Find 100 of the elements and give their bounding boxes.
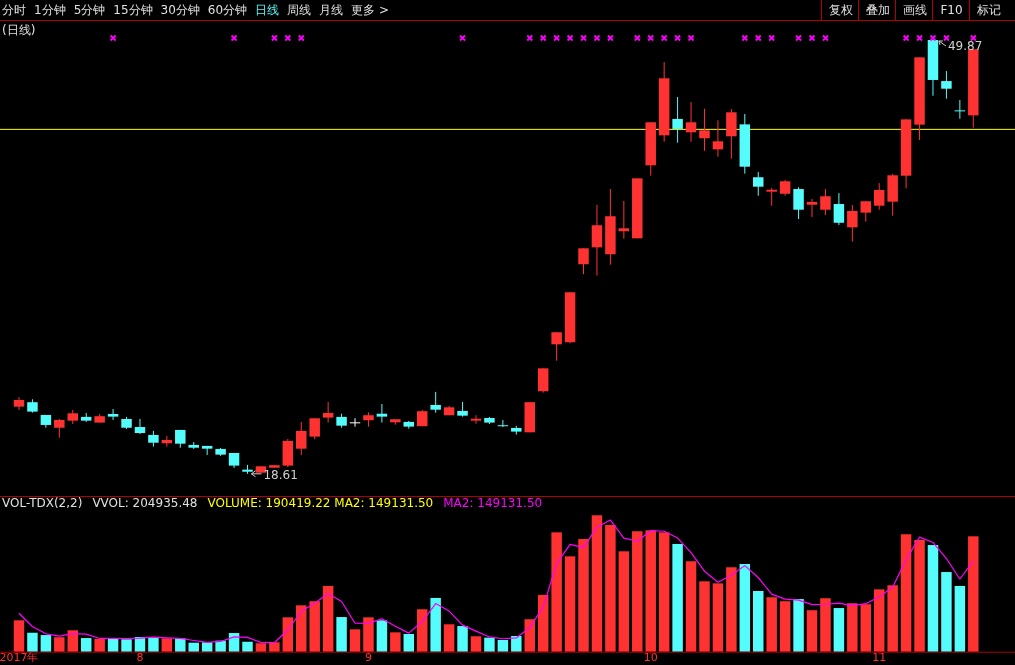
annotation: 49.87 [947, 39, 983, 53]
bar [968, 536, 979, 652]
candlestick [712, 119, 724, 158]
bar [309, 601, 320, 652]
text: MA2: 149131.50 [443, 496, 543, 510]
bar [470, 636, 482, 652]
bar [148, 637, 159, 652]
candlestick [806, 198, 818, 218]
bar [591, 515, 603, 652]
bar [430, 597, 441, 652]
bar [779, 601, 791, 652]
bar [793, 599, 804, 652]
text: 周线 [287, 3, 312, 17]
candlestick [699, 108, 710, 152]
bar [739, 564, 751, 652]
bar [67, 630, 79, 652]
text: 30分钟 [160, 3, 200, 17]
candlestick [537, 367, 549, 394]
bar [726, 567, 737, 652]
candlestick [296, 421, 307, 456]
candlestick [578, 247, 589, 275]
bar [54, 637, 65, 652]
candlestick [54, 418, 65, 439]
bar [914, 539, 925, 652]
bar [685, 561, 697, 652]
bar [269, 642, 280, 652]
bar [564, 556, 576, 652]
candlestick [685, 101, 697, 143]
bar [27, 632, 38, 652]
bar [632, 531, 643, 652]
text: 分时 [2, 3, 26, 17]
bar [376, 620, 388, 652]
x-tick-label: 2017年 [0, 651, 39, 664]
bar [416, 609, 428, 652]
bar [443, 624, 455, 652]
bar [336, 617, 347, 652]
bar [242, 641, 253, 652]
bar [175, 638, 186, 652]
candlestick [551, 331, 562, 362]
bar [551, 532, 562, 652]
bar [699, 581, 710, 652]
bar [390, 632, 401, 652]
x-tick-label: 9 [364, 651, 372, 664]
annotation: 18.61 [263, 467, 298, 482]
bar [255, 643, 267, 652]
bar [511, 636, 522, 652]
chart-title: VOL-TDX(2,2) [2, 496, 83, 510]
text: 1分钟 [34, 3, 66, 17]
bar [40, 635, 52, 652]
candlestick [497, 419, 509, 428]
bar [618, 551, 630, 652]
text: F10 [940, 3, 963, 17]
bar [712, 583, 724, 652]
bar [873, 589, 885, 652]
bar [457, 626, 468, 652]
text: 月线 [319, 3, 344, 17]
text: 画线 [902, 3, 927, 17]
bar [753, 591, 764, 652]
bar [403, 633, 415, 652]
candlestick [376, 403, 388, 424]
candlestick [309, 417, 320, 440]
bar [349, 629, 361, 652]
text: 叠加 [865, 3, 890, 17]
bar [13, 620, 25, 652]
bar [201, 642, 213, 652]
bar [484, 637, 495, 652]
bar [94, 639, 105, 652]
bar [524, 619, 535, 652]
bar [927, 545, 939, 652]
bar [833, 608, 845, 652]
bar [766, 597, 777, 652]
bar [887, 585, 898, 652]
candlestick [349, 417, 361, 428]
candlestick [107, 408, 119, 421]
bar [645, 530, 656, 652]
text: 5分钟 [73, 3, 106, 17]
candlestick [941, 70, 952, 100]
candlestick [430, 391, 441, 414]
bar [322, 585, 334, 652]
candlestick [793, 186, 804, 220]
bar [847, 603, 858, 652]
bar [537, 594, 549, 652]
bar [672, 543, 683, 652]
bar [658, 532, 670, 652]
bar [282, 617, 294, 652]
text: 标记 [975, 3, 1001, 17]
bar [161, 638, 173, 652]
candlestick [134, 418, 146, 435]
x-tick-label: 10 [643, 651, 658, 664]
chart-title: (日线) [2, 23, 36, 37]
candlestick [954, 99, 966, 120]
text: VVOL: 204935.48 [92, 496, 198, 510]
bar [363, 617, 374, 652]
bar [296, 605, 307, 652]
bar [121, 639, 132, 652]
bar [578, 539, 589, 652]
bar [941, 572, 952, 652]
candlestick [753, 171, 764, 197]
candlestick [860, 200, 872, 223]
x-tick-label: 8 [136, 651, 144, 664]
